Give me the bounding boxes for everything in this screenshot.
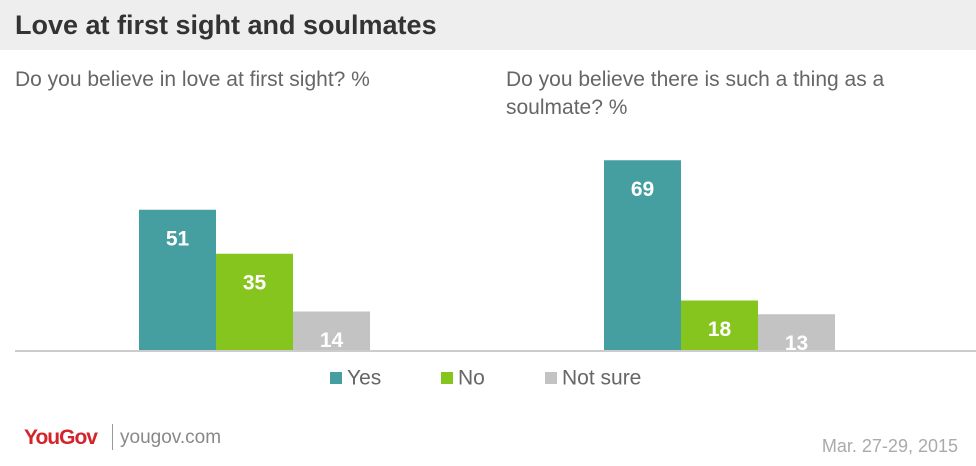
bar	[604, 160, 681, 350]
bar	[758, 314, 835, 350]
data-label: 69	[631, 178, 654, 201]
data-label: 18	[708, 318, 732, 341]
data-label: 35	[243, 271, 267, 294]
data-label: 14	[320, 329, 344, 352]
date: Mar. 27-29, 2015	[821, 436, 958, 456]
legend-label: No	[458, 367, 485, 390]
legend-swatch	[545, 372, 557, 384]
title-bar	[0, 0, 976, 50]
question: Do you believe there is such a thing as …	[506, 68, 885, 119]
bar	[681, 300, 758, 350]
data-label: 13	[785, 332, 808, 355]
chart-title: Love at first sight and soulmates	[15, 10, 437, 40]
bar	[139, 209, 216, 350]
legend-swatch	[330, 372, 342, 384]
legend-label: Yes	[347, 367, 381, 390]
bar	[216, 253, 293, 350]
legend-swatch	[441, 372, 453, 384]
separator	[112, 424, 113, 450]
bar	[293, 311, 370, 350]
legend-label: Not sure	[562, 367, 641, 390]
logo: YouGov	[24, 426, 98, 449]
site: yougov.com	[120, 427, 222, 448]
question: Do you believe in love at first sight? %	[15, 68, 370, 91]
data-label: 51	[166, 227, 190, 250]
